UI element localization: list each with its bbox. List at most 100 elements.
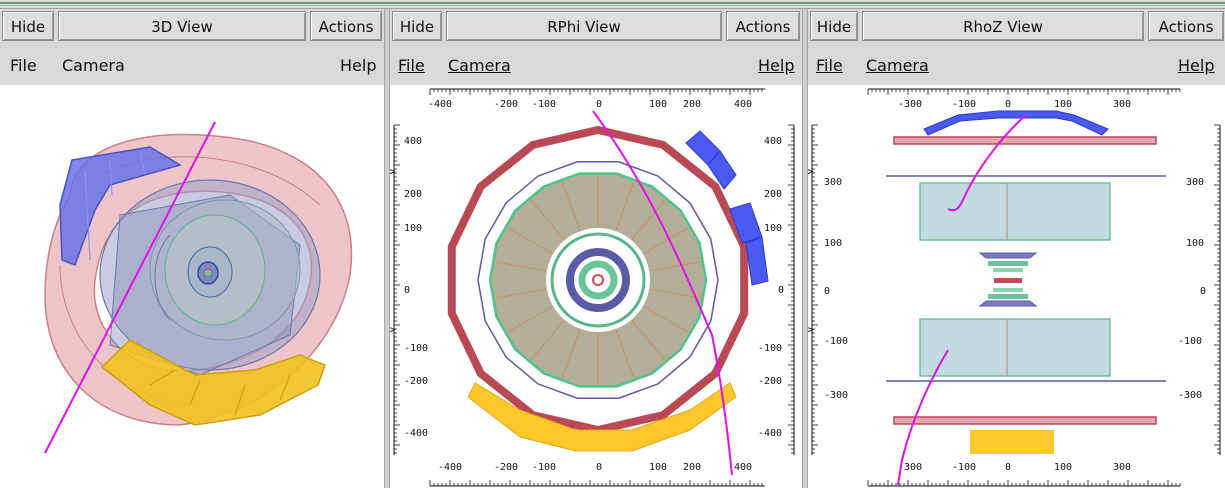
tick-label: 100 [764,223,782,234]
tick-label: 200 [683,99,701,110]
panel-3d-view: Hide 3D View Actions File Camera Help [0,9,384,488]
hcal-segment-line [561,182,581,232]
tracker-ring-rphi [566,248,630,312]
calorimeter-top [919,182,1111,241]
hide-button[interactable]: Hide [2,11,54,41]
help-menu[interactable]: Help [1178,56,1215,75]
hcal-segment-line [530,319,565,361]
beam-pipe-rphi [592,274,604,286]
svg-text:>: > [390,165,396,178]
tick-label: -200 [404,376,428,387]
camera-menu[interactable]: Camera [866,56,929,75]
tick-label: 200 [683,462,701,473]
help-menu[interactable]: Help [758,56,795,75]
tick-label: 100 [824,238,842,249]
tick-label: -100 [952,99,976,110]
rphi-viewport[interactable]: -400 -200 -100 0 100 200 400 -400 -200 -… [390,85,802,488]
tick-label: -100 [404,343,428,354]
tick-label: 0 [596,99,602,110]
tick-label: 400 [734,99,752,110]
tick-label: -100 [952,462,976,473]
tick-label: 0 [778,285,784,296]
muon-bar-top [893,136,1157,145]
tick-label: 0 [596,462,602,473]
outer-tracker-ring-rphi [477,161,719,399]
tick-label: -100 [532,99,556,110]
ecal-ring-rphi [550,232,646,328]
file-menu[interactable]: File [10,56,37,75]
camera-menu[interactable]: Camera [448,56,511,75]
blue-hits-3d [59,146,182,266]
menu-bar: File Camera Help [808,49,1225,83]
track-rphi [592,110,733,476]
3d-viewport[interactable] [0,85,384,488]
right-axis-labels: 400 200 100 0 -100 -200 -400 [758,136,784,439]
yellow-hits-3d [100,339,326,426]
tick-label: -400 [758,428,782,439]
help-menu[interactable]: Help [340,56,377,75]
file-menu[interactable]: File [398,56,425,75]
hcal-segment-line [507,227,554,255]
view-title: 3D View [58,11,306,41]
tick-label: -300 [824,390,848,401]
tick-label: 400 [764,136,782,147]
panel-title-bar: Hide RPhi View Actions [390,9,802,45]
hcal-segments [495,176,701,384]
bottom-axis-labels: -400 -200 -100 0 100 200 400 [438,462,752,473]
tick-label: 200 [404,189,422,200]
tick-label: 100 [1054,99,1072,110]
tick-label: 100 [649,99,667,110]
tick-label: 300 [1113,99,1131,110]
tick-label: 0 [824,286,830,297]
tick-label: -100 [532,462,556,473]
view-title: RPhi View [446,11,722,41]
blue-hits-rphi [685,130,769,286]
rhoz-viewport[interactable]: -300 -100 0 100 300 -300 -100 0 100 300 … [808,85,1225,488]
panel-title-bar: Hide 3D View Actions [0,9,384,45]
panel-separator[interactable] [384,9,390,488]
track-3d [44,121,216,454]
hcal-segment-line [495,288,547,299]
panel-rhoz-view: Hide RhoZ View Actions File Camera Help … [808,9,1225,488]
hide-button[interactable]: Hide [392,11,442,41]
panel-separator[interactable] [802,9,808,488]
tick-label: 200 [764,189,782,200]
view-title: RhoZ View [862,11,1144,41]
file-menu[interactable]: File [816,56,843,75]
tick-label: -100 [1178,336,1202,347]
svg-text:>: > [390,323,396,336]
inner-ring-rphi [578,260,618,300]
tick-label: -300 [1178,390,1202,401]
panel-title-bar: Hide RhoZ View Actions [808,9,1225,45]
tick-label: 400 [734,462,752,473]
inner-detector-rhoz [978,252,1038,307]
tick-label: 300 [1186,177,1204,188]
actions-button[interactable]: Actions [1148,11,1224,41]
tick-label: -300 [898,462,922,473]
tick-label: -400 [428,99,452,110]
track-rhoz-upper [947,114,1027,212]
actions-button[interactable]: Actions [310,11,382,41]
tick-label: 0 [404,285,410,296]
hcal-segment-line [649,261,701,272]
camera-menu[interactable]: Camera [62,56,125,75]
hcal-segment-line [615,328,635,378]
top-axis-labels: -300 -100 0 100 300 [898,99,1131,110]
tick-label: 400 [404,136,422,147]
tick-label: -200 [494,99,518,110]
panel-rphi-view: Hide RPhi View Actions File Camera Help … [390,9,802,488]
hcal-segment-line [642,227,689,255]
muon-bar-bottom [893,416,1157,425]
track-rhoz-lower [897,349,949,486]
actions-button[interactable]: Actions [726,11,800,41]
tick-label: 100 [649,462,667,473]
tick-label: -300 [898,99,922,110]
hide-button[interactable]: Hide [810,11,858,41]
hcal-segment-line [530,199,565,241]
tick-label: 300 [824,177,842,188]
tick-label: -200 [494,462,518,473]
window-top-stripe [0,0,1225,9]
hcal-segment-line [615,182,635,232]
tick-label: 100 [1054,462,1072,473]
menu-bar: File Camera Help [0,49,384,83]
